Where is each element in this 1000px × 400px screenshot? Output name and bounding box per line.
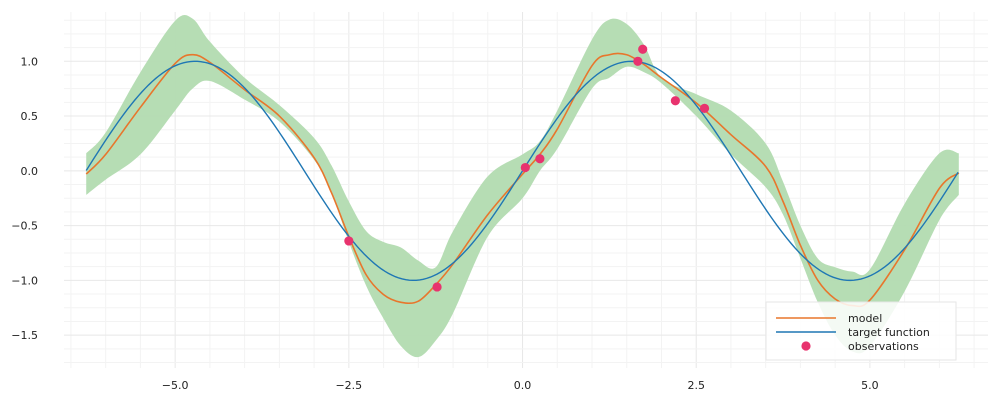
series-lines-layer xyxy=(85,52,960,308)
y-tick-label: 0.0 xyxy=(21,165,39,178)
legend-label: target function xyxy=(848,326,930,339)
legend-label: model xyxy=(848,312,882,325)
x-tick-label: −2.5 xyxy=(335,379,362,392)
x-tick-label: 5.0 xyxy=(861,379,879,392)
y-tick-label: −0.5 xyxy=(11,220,38,233)
y-tick-label: 0.5 xyxy=(21,110,39,123)
x-tick-label: 0.0 xyxy=(514,379,532,392)
x-tick-label: −5.0 xyxy=(162,379,189,392)
observation-point xyxy=(670,96,680,106)
observation-point xyxy=(699,103,710,113)
y-tick-label: −1.5 xyxy=(11,329,38,342)
legend-label: observations xyxy=(848,340,919,353)
legend-swatch-point xyxy=(801,341,811,351)
confidence-band-layer xyxy=(86,15,959,358)
observation-point xyxy=(633,56,643,66)
observation-point xyxy=(535,154,545,164)
observation-point xyxy=(344,236,354,246)
confidence-band xyxy=(86,15,959,358)
x-tick-label: 2.5 xyxy=(687,379,705,392)
legend-box xyxy=(765,301,957,361)
y-tick-label: 1.0 xyxy=(21,55,39,68)
y-tick-label: −1.0 xyxy=(11,274,38,287)
tick-labels: −5.0 −2.5 0.0 2.5 5.0 1.0 0.5 0.0 −0.5 −1.0 −1.5 xyxy=(11,55,878,392)
observation-point xyxy=(432,282,442,292)
target-function-line xyxy=(85,60,959,282)
observation-point xyxy=(520,162,530,173)
observation-point xyxy=(638,44,648,54)
observations-layer xyxy=(344,44,710,292)
